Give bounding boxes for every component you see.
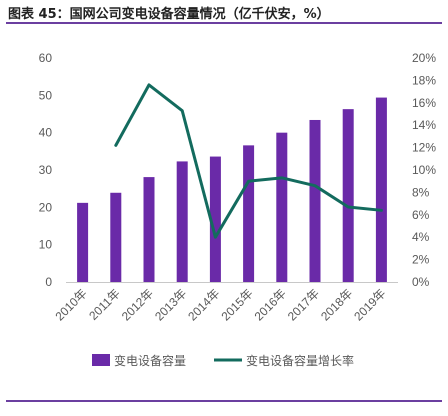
- left-axis: 0 10 20 30 40 50 60: [39, 51, 53, 289]
- right-tick-label: 18%: [412, 73, 436, 87]
- left-tick-label: 10: [39, 238, 53, 252]
- figure-title: 图表 45：国网公司变电设备容量情况（亿千伏安，%）: [8, 7, 330, 22]
- right-tick-label: 6%: [412, 208, 430, 222]
- bar: [143, 177, 155, 282]
- bar: [375, 97, 387, 282]
- left-tick-label: 20: [39, 200, 53, 214]
- right-tick-label: 12%: [412, 141, 436, 155]
- right-tick-label: 2%: [412, 253, 430, 267]
- line-series: [114, 83, 383, 239]
- left-tick-label: 60: [39, 51, 53, 65]
- right-tick-label: 4%: [412, 230, 430, 244]
- bar: [276, 132, 288, 282]
- left-tick-label: 0: [45, 275, 52, 289]
- right-tick-label: 16%: [412, 96, 436, 110]
- x-tick-label: 2010年: [52, 286, 89, 323]
- x-tick-label: 2019年: [351, 286, 388, 323]
- right-tick-label: 10%: [412, 163, 436, 177]
- right-axis: 0% 2% 4% 6% 8% 10% 12% 14% 16% 18% 20%: [412, 51, 436, 289]
- legend-swatch-bar: [92, 354, 110, 366]
- legend: 变电设备容量 变电设备容量增长率: [92, 353, 354, 368]
- right-tick-label: 14%: [412, 118, 436, 132]
- right-tick-label: 0%: [412, 275, 430, 289]
- x-tick-label: 2018年: [318, 286, 355, 323]
- x-axis: 2010年2011年2012年2013年2014年2015年2016年2017年…: [52, 282, 398, 323]
- bar: [309, 119, 321, 283]
- right-tick-label: 8%: [412, 185, 430, 199]
- bar: [342, 109, 354, 282]
- bar: [110, 192, 122, 282]
- x-tick-label: 2016年: [252, 286, 289, 323]
- x-tick-label: 2017年: [285, 286, 322, 323]
- x-tick-label: 2015年: [218, 286, 255, 323]
- right-tick-label: 20%: [412, 51, 436, 65]
- bar: [176, 161, 188, 282]
- x-tick-label: 2012年: [119, 286, 156, 323]
- x-tick-label: 2013年: [152, 286, 189, 323]
- bar: [77, 202, 89, 282]
- bar: [243, 145, 255, 282]
- x-tick-label: 2014年: [185, 286, 222, 323]
- bar: [209, 156, 221, 282]
- figure-header: 图表 45：国网公司变电设备容量情况（亿千伏安，%）: [6, 0, 442, 24]
- x-tick-label: 2011年: [86, 286, 123, 323]
- footer-rule: [6, 400, 442, 402]
- legend-label-bar: 变电设备容量: [114, 353, 186, 368]
- bar-series: [77, 97, 387, 283]
- left-tick-label: 40: [39, 126, 53, 140]
- left-tick-label: 50: [39, 88, 53, 102]
- left-tick-label: 30: [39, 163, 53, 177]
- legend-label-line: 变电设备容量增长率: [246, 353, 354, 368]
